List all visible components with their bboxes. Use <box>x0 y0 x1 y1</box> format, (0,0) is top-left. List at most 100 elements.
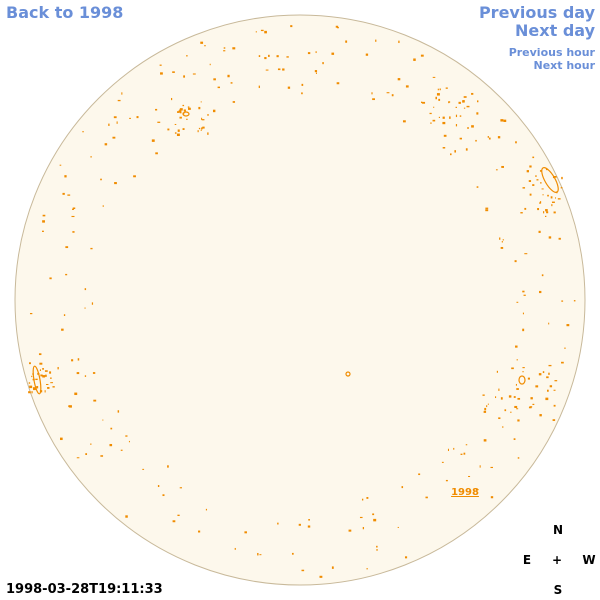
contour-speck <box>365 53 369 56</box>
contour-speck <box>516 301 519 303</box>
contour-speck <box>72 208 74 210</box>
contour-speck <box>522 367 525 369</box>
contour-speck <box>539 202 541 204</box>
contour-speck <box>348 529 352 532</box>
compass-south: S <box>553 583 563 597</box>
next-hour-link[interactable]: Next hour <box>533 59 596 72</box>
contour-speck <box>539 414 542 417</box>
contour-speck <box>545 209 548 212</box>
contour-speck <box>167 128 170 131</box>
contour-speck <box>508 395 512 398</box>
contour-speck <box>438 116 440 119</box>
contour-speck <box>514 405 518 409</box>
contour-speck <box>277 68 281 71</box>
contour-speck <box>286 56 289 58</box>
contour-speck <box>553 211 556 214</box>
contour-speck <box>50 377 52 379</box>
contour-speck <box>516 359 518 361</box>
contour-speck <box>517 397 521 400</box>
contour-speck <box>84 288 87 291</box>
contour-speck <box>90 443 92 445</box>
contour-speck <box>463 452 466 455</box>
contour-speck <box>437 88 439 91</box>
contour-speck <box>467 127 469 129</box>
contour-speck <box>71 359 74 362</box>
contour-speck <box>120 449 123 451</box>
contour-speck <box>159 64 162 66</box>
back-link[interactable]: Back to 1998 <box>6 3 124 22</box>
contour-speck <box>201 117 203 120</box>
contour-speck <box>539 201 542 204</box>
contour-speck <box>315 72 317 74</box>
contour-speck <box>455 114 458 118</box>
contour-speck <box>485 209 489 212</box>
contour-speck <box>57 366 59 370</box>
contour-speck <box>336 82 340 85</box>
contour-speck <box>65 246 69 249</box>
contour-speck <box>109 443 113 447</box>
contour-speck <box>276 55 279 58</box>
contour-speck <box>515 141 517 144</box>
contour-speck <box>91 302 94 305</box>
contour-speck <box>255 31 257 33</box>
contour-speck <box>538 373 542 376</box>
next-day-link[interactable]: Next day <box>515 21 595 40</box>
contour-speck <box>402 120 406 123</box>
contour-speck <box>517 419 520 422</box>
contour-speck <box>160 72 163 75</box>
contour-speck <box>65 273 68 276</box>
contour-speck <box>200 101 202 103</box>
contour-speck <box>259 554 262 556</box>
contour-speck <box>172 520 176 523</box>
contour-speck <box>455 124 458 127</box>
contour-speck <box>540 182 542 184</box>
contour-speck <box>475 139 477 142</box>
contour-speck <box>553 389 556 391</box>
contour-speck <box>422 101 426 104</box>
contour-speck <box>104 143 108 146</box>
contour-speck <box>197 130 199 133</box>
contour-speck <box>114 182 117 185</box>
contour-speck <box>72 231 75 233</box>
contour-speck <box>558 237 561 240</box>
compass-west: W <box>582 553 596 567</box>
contour-speck <box>532 156 535 159</box>
contour-speck <box>503 119 507 122</box>
contour-speck <box>167 465 169 468</box>
contour-speck <box>29 385 33 389</box>
contour-speck <box>397 526 399 528</box>
contour-speck <box>31 391 33 394</box>
contour-speck <box>405 85 409 88</box>
contour-speck <box>102 205 104 207</box>
contour-speck <box>230 82 233 84</box>
contour-speck <box>465 148 468 151</box>
contour-speck <box>136 116 139 119</box>
contour-speck <box>547 194 549 197</box>
contour-speck <box>59 164 62 166</box>
contour-speck <box>453 447 455 450</box>
contour-speck <box>432 119 436 122</box>
contour-speck <box>483 439 487 442</box>
previous-hour-link[interactable]: Previous hour <box>508 46 595 59</box>
contour-speck <box>546 389 549 392</box>
contour-speck <box>182 128 185 130</box>
contour-speck <box>371 92 373 95</box>
contour-speck <box>413 58 416 61</box>
contour-speck <box>404 556 408 559</box>
contour-speck <box>536 179 539 181</box>
contour-speck <box>551 201 555 203</box>
contour-speck <box>198 530 201 533</box>
contour-speck <box>448 101 451 103</box>
contour-speck <box>76 457 80 459</box>
contour-speck <box>539 290 542 294</box>
contour-speck <box>125 435 128 437</box>
compass-east: E <box>522 553 532 567</box>
contour <box>182 111 190 117</box>
contour-speck <box>133 175 136 178</box>
contour-speck <box>301 569 305 572</box>
previous-day-link[interactable]: Previous day <box>478 3 595 22</box>
region-label[interactable]: 1998 <box>451 487 479 498</box>
contour-speck <box>463 107 466 109</box>
contour-speck <box>212 109 216 113</box>
contour-speck <box>554 197 557 199</box>
